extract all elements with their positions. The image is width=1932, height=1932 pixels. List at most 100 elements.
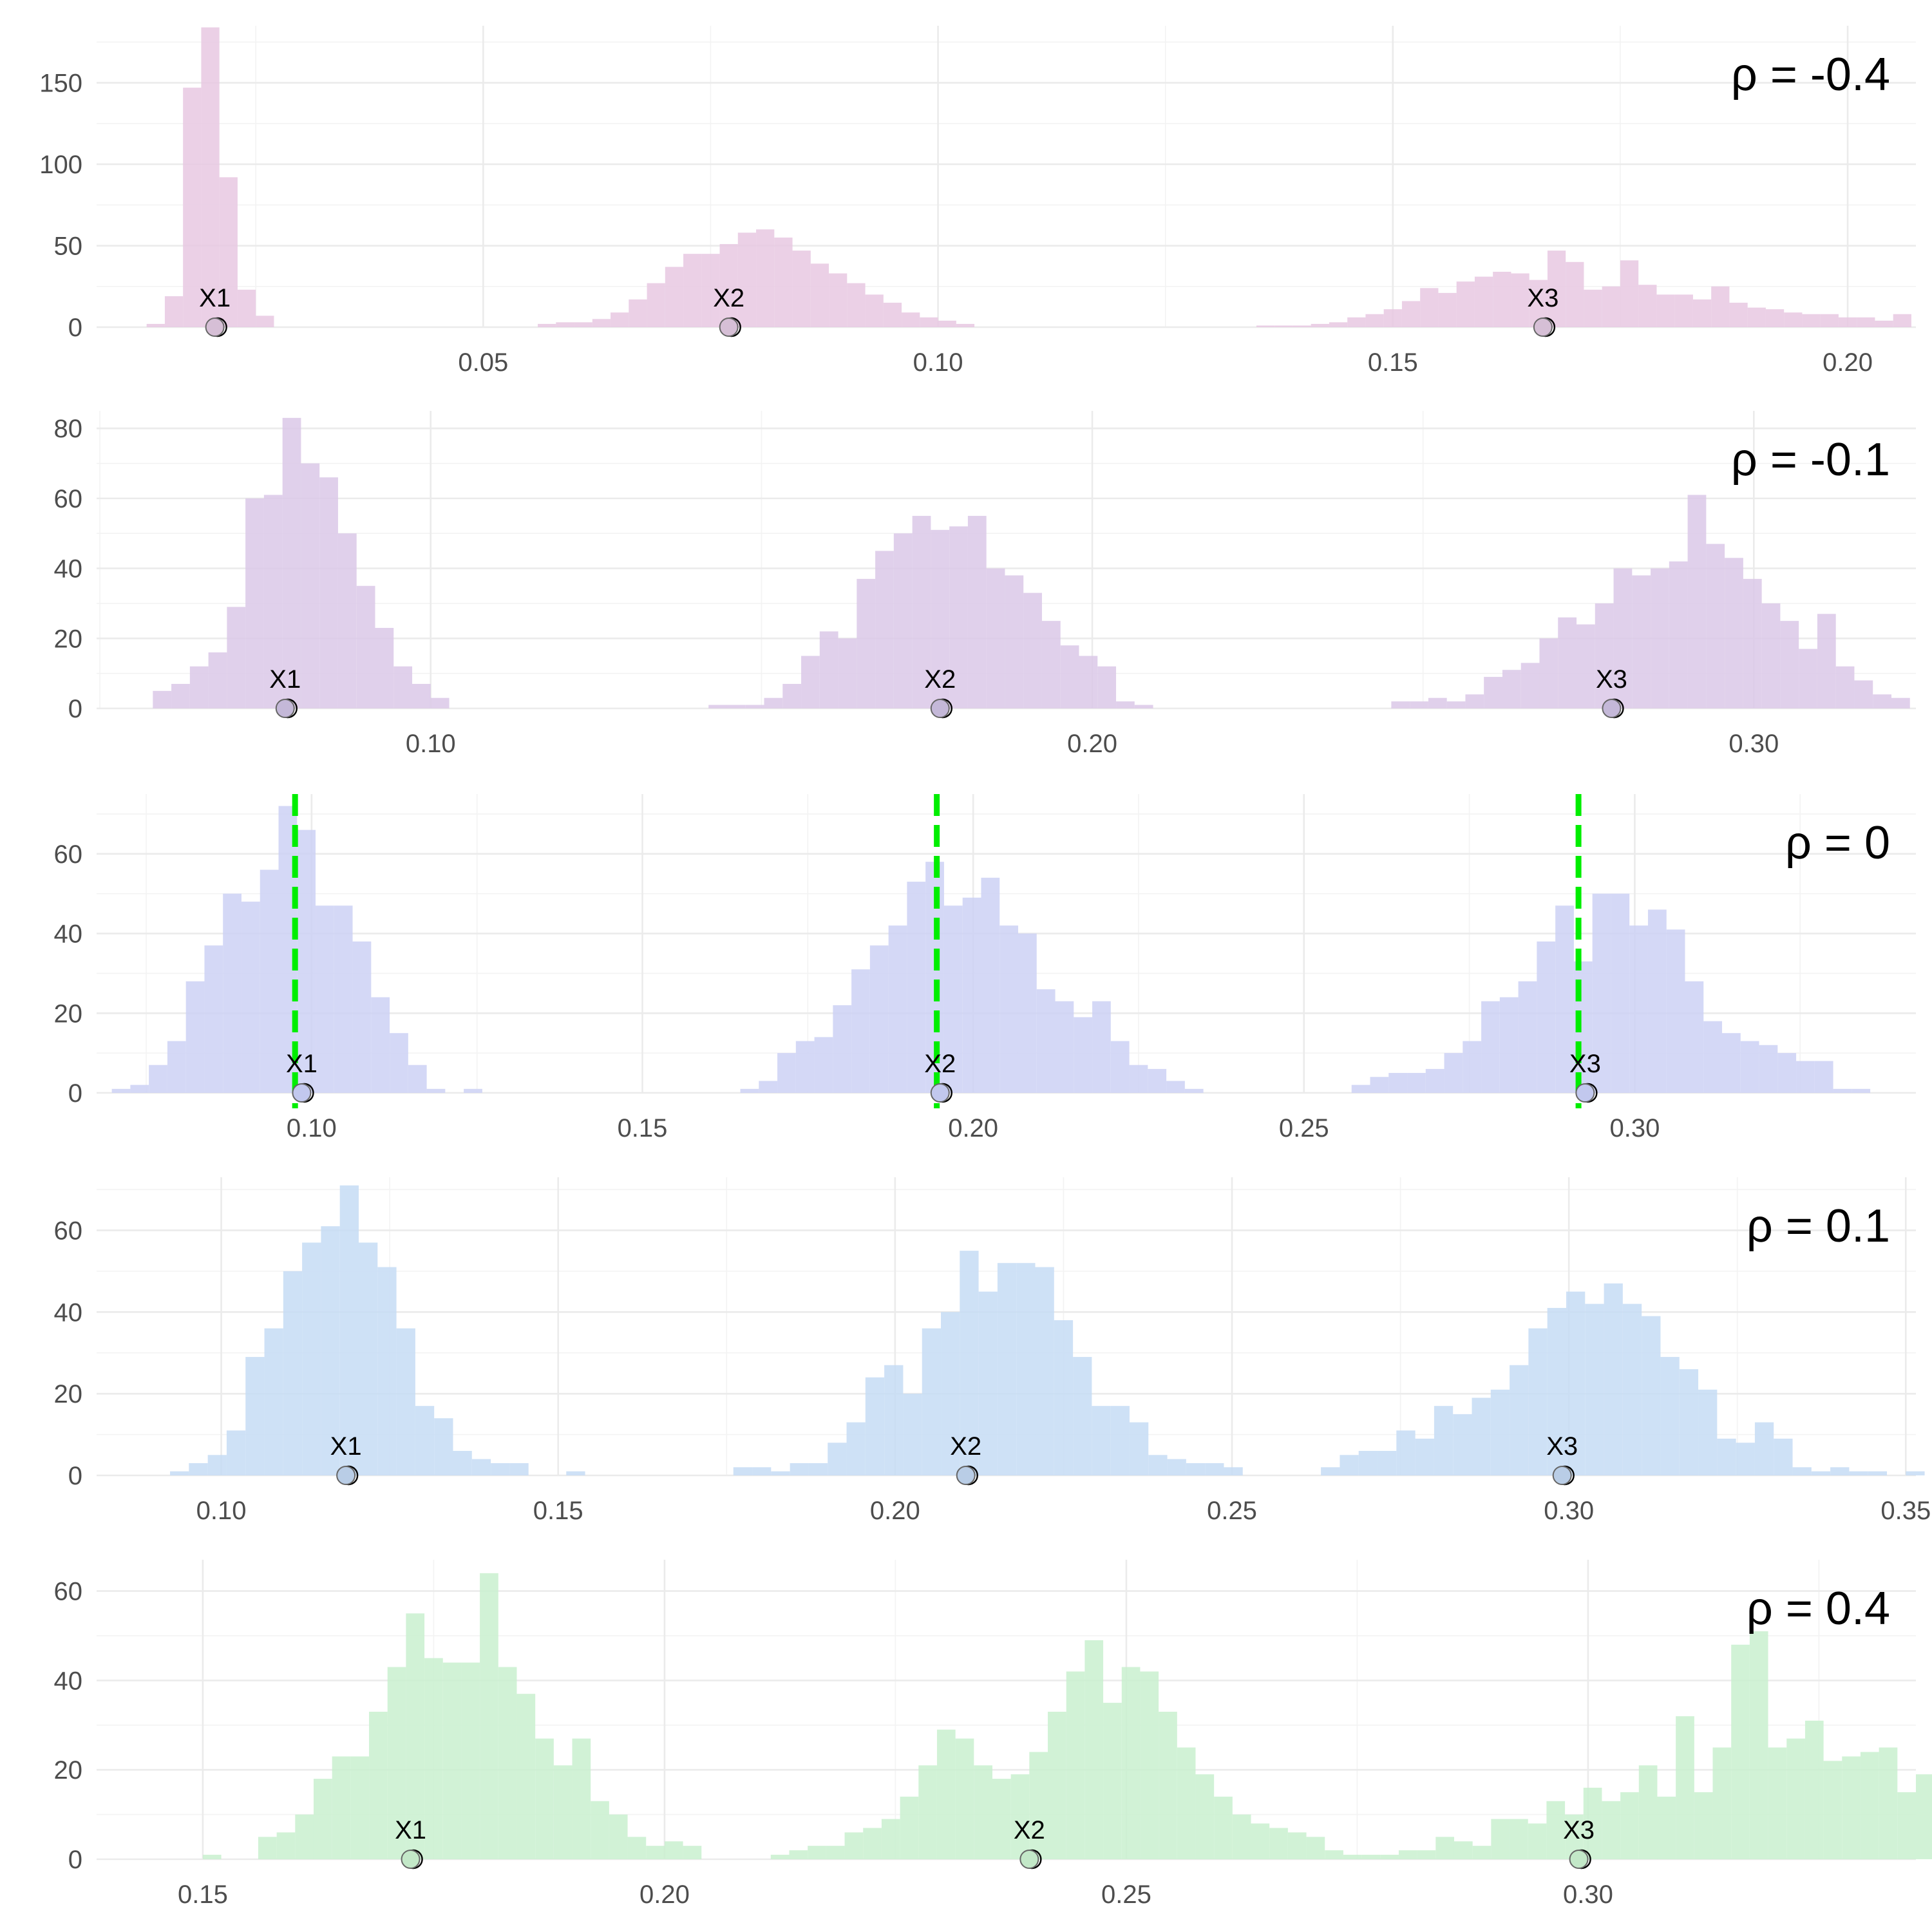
histogram-bar <box>814 1037 833 1093</box>
histogram-bar <box>1491 1819 1510 1859</box>
y-tick-label: 20 <box>54 999 83 1028</box>
histogram-bar <box>1010 1774 1030 1859</box>
y-tick-label: 100 <box>39 151 82 179</box>
histogram-bar <box>665 267 684 327</box>
histogram-bar <box>1148 1068 1167 1093</box>
histogram-bar <box>1731 1644 1750 1859</box>
histogram-bar <box>574 322 592 327</box>
point-x2 <box>1019 1850 1039 1869</box>
histogram-bar <box>1833 1088 1852 1093</box>
x-tick-label: 0.15 <box>178 1880 228 1909</box>
y-tick-label: 20 <box>54 1756 83 1785</box>
point-x2 <box>930 1083 950 1103</box>
histogram-bar <box>999 925 1018 1093</box>
x-tick-label: 0.05 <box>458 348 508 377</box>
histogram-bar <box>1428 697 1447 708</box>
histogram-bar <box>396 1328 415 1475</box>
histogram-bar <box>1814 1061 1833 1093</box>
histogram-bar <box>902 312 920 327</box>
x-tick-label: 0.35 <box>1880 1497 1931 1525</box>
histogram-bar <box>1749 1631 1768 1859</box>
x-tick-label: 0.30 <box>1563 1880 1613 1909</box>
histogram-bar <box>1784 312 1803 327</box>
histogram-bar <box>167 1041 186 1093</box>
histogram-bar <box>1378 1450 1397 1475</box>
point-label-x2: X2 <box>1014 1816 1045 1844</box>
histogram-bar <box>226 1430 246 1475</box>
histogram-bar <box>1321 1467 1340 1475</box>
histogram-bar <box>733 1467 753 1475</box>
x-tick-label: 0.25 <box>1207 1497 1257 1525</box>
histogram-bar <box>1054 1320 1074 1475</box>
histogram-bar <box>1906 1471 1925 1475</box>
histogram-bar <box>1722 1033 1741 1093</box>
histogram-bar <box>1472 1846 1492 1859</box>
histogram-bar <box>1129 1422 1149 1475</box>
histogram-bar <box>1184 1088 1204 1093</box>
histogram-bar <box>900 1796 919 1859</box>
histogram-bar <box>1817 614 1836 708</box>
histogram-bar <box>1849 1471 1868 1475</box>
histogram-bar <box>838 638 857 708</box>
histogram-bar <box>1415 1438 1434 1475</box>
histogram-bar <box>1401 301 1421 327</box>
histogram-bar <box>1425 1068 1444 1093</box>
histogram-bar <box>1481 1001 1500 1093</box>
histogram-bar <box>683 1846 702 1859</box>
y-tick-label: 50 <box>54 232 83 261</box>
histogram-bar <box>1838 317 1857 327</box>
y-tick-label: 150 <box>39 70 82 98</box>
x-tick-label: 0.30 <box>1609 1114 1660 1142</box>
histogram-bar <box>1669 561 1688 708</box>
histogram-bar <box>1857 317 1875 327</box>
histogram-bar <box>883 303 902 327</box>
histogram-bar <box>1835 666 1855 708</box>
histogram-bar <box>1073 1357 1092 1475</box>
histogram-bar <box>912 516 931 708</box>
histogram-bar <box>1055 1001 1074 1093</box>
histogram-bar <box>978 1291 998 1475</box>
histogram-bar <box>171 683 190 708</box>
histogram-bar <box>1706 544 1725 708</box>
histogram-bar <box>1407 1073 1426 1093</box>
x-tick-label: 0.30 <box>1544 1497 1594 1525</box>
histogram-bar <box>276 1832 296 1859</box>
rho-label: ρ = -0.1 <box>1731 434 1890 486</box>
histogram-bar <box>1759 1045 1778 1093</box>
x-tick-label: 0.10 <box>287 1114 337 1142</box>
histogram-bar <box>1391 701 1410 708</box>
histogram-bar <box>611 312 629 327</box>
y-tick-label: 60 <box>54 1578 83 1606</box>
histogram-bar <box>1454 1841 1473 1859</box>
histogram-bar <box>390 1033 408 1093</box>
panel-4: X1 X2 X3 0 20 40 60 0.10 0.15 0.20 0.25 0.30 0.35 ρ =… <box>54 1177 1931 1525</box>
histogram-bar <box>875 551 894 708</box>
histogram-bar <box>377 1267 397 1475</box>
x-tick-label: 0.30 <box>1728 730 1779 758</box>
histogram-bar <box>164 296 184 327</box>
histogram-bar <box>208 652 227 708</box>
histogram-bar <box>1484 677 1502 708</box>
histogram-bar <box>777 1053 796 1093</box>
y-tick-label: 20 <box>54 625 83 653</box>
point-label-x1: X1 <box>395 1816 426 1844</box>
histogram-bar <box>708 705 727 708</box>
histogram-bar <box>1679 1369 1699 1475</box>
histogram-bar <box>752 1467 772 1475</box>
histogram-bar <box>1214 1796 1233 1859</box>
y-tick-label: 0 <box>68 695 82 723</box>
histogram-bar <box>949 526 968 708</box>
point-label-x2: X2 <box>713 284 744 312</box>
histogram-bar <box>591 1801 609 1859</box>
histogram-bar <box>1195 1774 1215 1859</box>
histogram-bar <box>1547 1307 1566 1475</box>
histogram-bar <box>1340 1455 1359 1475</box>
histogram-bar <box>1518 981 1537 1093</box>
histogram-bar <box>1343 1855 1362 1859</box>
histogram-bar <box>1823 1761 1842 1859</box>
histogram-bar <box>737 232 757 327</box>
histogram-bar <box>683 254 702 327</box>
histogram-bar <box>1140 1671 1159 1859</box>
x-tick-label: 0.25 <box>1101 1880 1151 1909</box>
histogram-bar <box>1638 285 1657 327</box>
